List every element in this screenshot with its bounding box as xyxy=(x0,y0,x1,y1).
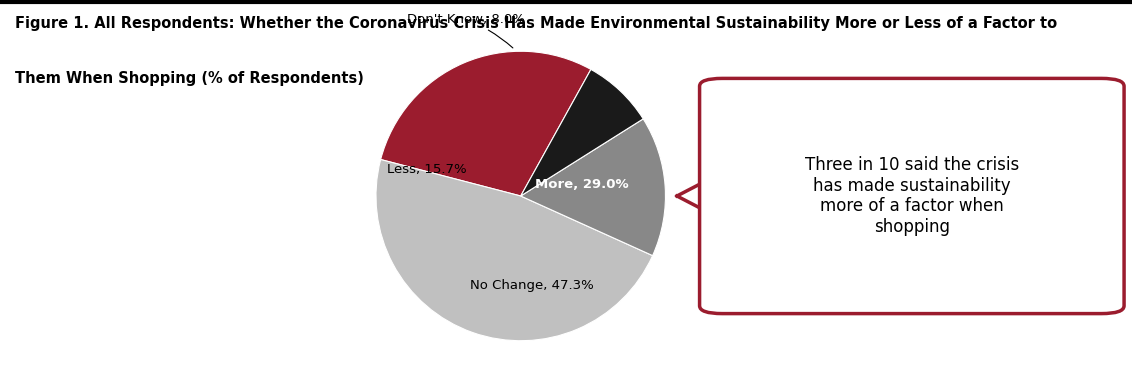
Wedge shape xyxy=(521,119,666,256)
Text: More, 29.0%: More, 29.0% xyxy=(534,178,628,191)
Text: Less, 15.7%: Less, 15.7% xyxy=(387,163,466,176)
Text: Don't Know, 8.0%: Don't Know, 8.0% xyxy=(406,13,524,48)
Text: Figure 1. All Respondents: Whether the Coronavirus Crisis Has Made Environmental: Figure 1. All Respondents: Whether the C… xyxy=(15,16,1057,31)
Text: Them When Shopping (% of Respondents): Them When Shopping (% of Respondents) xyxy=(15,71,363,85)
Text: No Change, 47.3%: No Change, 47.3% xyxy=(471,279,594,292)
Text: Three in 10 said the crisis
has made sustainability
more of a factor when
shoppi: Three in 10 said the crisis has made sus… xyxy=(805,156,1019,236)
Wedge shape xyxy=(380,51,591,196)
Wedge shape xyxy=(376,160,653,341)
Wedge shape xyxy=(521,69,643,196)
